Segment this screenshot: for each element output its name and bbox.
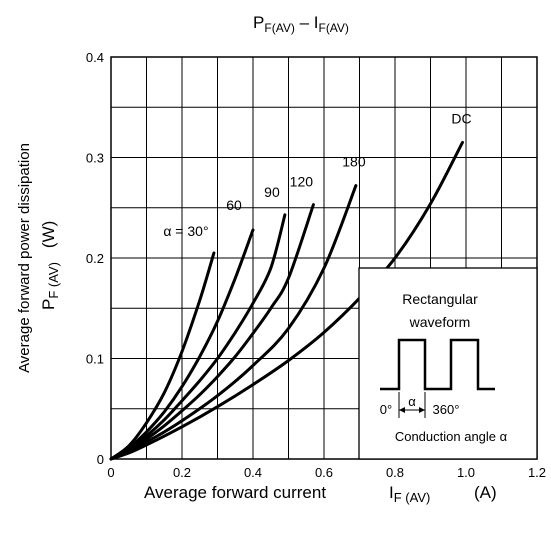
x-tick-label: 0.6 [315, 465, 333, 480]
series-label: 60 [226, 197, 242, 213]
series-label: 90 [264, 184, 280, 200]
series-line [109, 213, 287, 461]
y-tick-label: 0.2 [86, 251, 104, 266]
x-tick-label: 0.2 [173, 465, 191, 480]
inset-arrow-left [399, 407, 405, 413]
inset-caption: Conduction angle α [395, 429, 508, 444]
title-main: P [253, 13, 264, 32]
inset-label-alpha: α [408, 394, 416, 409]
x-axis-text: Average forward current [144, 483, 326, 502]
x-tick-label: 0.4 [244, 465, 262, 480]
inset-title-line2: waveform [409, 314, 471, 330]
y-tick-label: 0 [97, 452, 104, 467]
tick-labels: 0 0.2 0.4 0.6 0.8 1.0 1.2 0 0.1 0.2 0.3 0.4 [86, 50, 546, 480]
series-line [109, 140, 464, 461]
x-tick-label: 0.8 [386, 465, 404, 480]
series-line [109, 203, 315, 461]
chart-title: PF(AV) – IF(AV) [253, 13, 349, 35]
y-tick-label: 0.1 [86, 352, 104, 367]
x-axis-symbol: I [389, 483, 394, 502]
x-tick-label: 1.2 [528, 465, 546, 480]
x-tick-label: 1.0 [457, 465, 475, 480]
plot-frame [110, 56, 538, 460]
y-axis-unit: (W) [39, 221, 58, 248]
y-axis-symbol: P [39, 299, 58, 310]
inset-arrow-right [419, 407, 425, 413]
x-axis-symbol-sub: F (AV) [394, 490, 431, 505]
x-axis-label: Average forward current IF (AV) (A) [144, 483, 497, 505]
series-line [109, 184, 358, 461]
waveform-line [380, 338, 495, 391]
y-axis-symbol-line: PF (AV) (W) [39, 221, 61, 310]
curves [109, 140, 464, 461]
y-tick-label: 0.3 [86, 151, 104, 166]
series-label: 180 [342, 154, 366, 170]
title-main-sub: F(AV) [264, 21, 294, 35]
title-second-sub: F(AV) [318, 21, 348, 35]
y-axis-symbol-group: PF (AV) (W) [39, 221, 61, 310]
inset-box [358, 267, 538, 460]
waveform-inset: Rectangular waveform 0° α 360° Conductio… [358, 267, 538, 460]
title-sep: – [295, 13, 314, 32]
series-label: α = 30° [163, 223, 208, 239]
inset-label-start: 0° [380, 402, 392, 417]
x-tick-label: 0 [107, 465, 114, 480]
inset-title-line1: Rectangular [402, 291, 478, 307]
y-axis-text: Average forward power dissipation [16, 143, 33, 373]
y-axis-label: Average forward power dissipation [16, 143, 33, 373]
y-axis-symbol-sub: F (AV) [46, 262, 61, 299]
y-tick-label: 0.4 [86, 50, 104, 65]
curve-labels: α = 30° 60 90 120 180 DC [163, 110, 471, 239]
inset-label-end: 360° [433, 402, 460, 417]
series-label: 120 [290, 174, 314, 190]
x-axis-unit: (A) [474, 483, 497, 502]
series-label: DC [451, 110, 471, 126]
series-line [109, 251, 216, 461]
title-second: I [314, 13, 319, 32]
